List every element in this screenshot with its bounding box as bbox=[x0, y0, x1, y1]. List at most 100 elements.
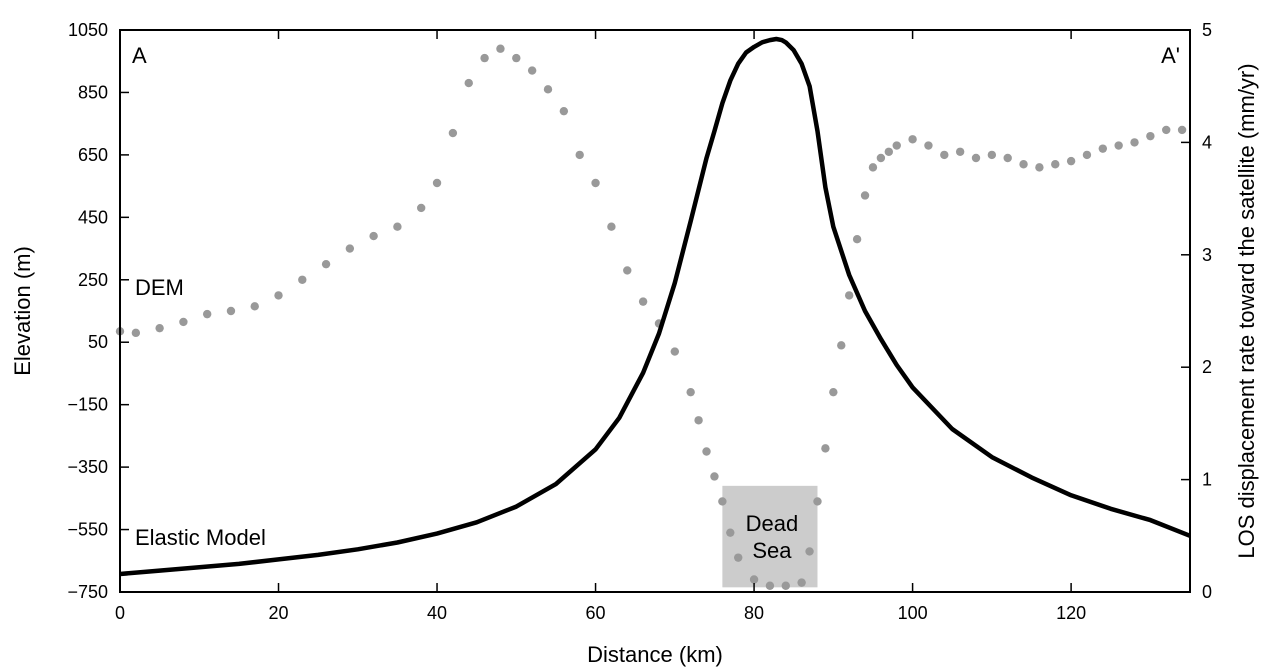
dem-point bbox=[749, 575, 759, 584]
dem-point bbox=[393, 222, 402, 231]
dem-point bbox=[1003, 153, 1012, 163]
elastic-model-label: Elastic Model bbox=[135, 525, 266, 550]
dem-point bbox=[955, 147, 965, 156]
dead-sea-area bbox=[722, 485, 818, 588]
x-axis-title: Distance (km) bbox=[587, 642, 723, 667]
dem-point bbox=[868, 163, 878, 172]
dem-point bbox=[852, 234, 862, 244]
dead-sea-label-line2: Sea bbox=[752, 538, 792, 563]
dem-point bbox=[575, 150, 584, 160]
dem-point bbox=[623, 266, 632, 275]
dem-point bbox=[448, 128, 458, 138]
dem-point bbox=[813, 497, 822, 506]
left-y-tick-label: 850 bbox=[78, 82, 108, 102]
right-y-tick-label: 2 bbox=[1202, 357, 1212, 377]
left-y-tick-label: 650 bbox=[78, 145, 108, 165]
dem-point bbox=[638, 297, 648, 306]
left-y-tick-label: −150 bbox=[67, 395, 108, 415]
left-y-tick-label: 50 bbox=[88, 332, 108, 352]
dem-point bbox=[987, 150, 997, 160]
dem-point bbox=[369, 231, 378, 241]
dem-point bbox=[416, 203, 426, 213]
plot-frame bbox=[119, 29, 1191, 593]
dem-point bbox=[876, 153, 886, 163]
dem-point bbox=[924, 141, 933, 150]
dem-point bbox=[694, 416, 703, 425]
dem-point bbox=[971, 153, 981, 163]
left-y-tick-label: 250 bbox=[78, 270, 108, 290]
dead-sea-label-line1: Dead bbox=[746, 511, 799, 536]
dem-point bbox=[432, 178, 442, 188]
dem-point bbox=[226, 306, 236, 316]
dem-point bbox=[480, 53, 489, 63]
dem-point bbox=[345, 244, 355, 253]
right-y-tick-label: 0 bbox=[1202, 582, 1212, 602]
dem-point bbox=[591, 178, 600, 188]
right-y-axis-title: LOS displacement rate toward the satelli… bbox=[1234, 63, 1259, 558]
dem-point bbox=[607, 222, 616, 231]
right-y-tick-label: 5 bbox=[1202, 20, 1212, 40]
dem-point bbox=[1162, 125, 1171, 135]
dem-point bbox=[884, 147, 894, 156]
dem-point bbox=[1019, 160, 1028, 169]
left-y-tick-label: −750 bbox=[67, 582, 108, 602]
right-y-tick-label: 3 bbox=[1202, 245, 1212, 265]
dem-point bbox=[670, 347, 680, 356]
left-y-tick-label: −350 bbox=[67, 457, 108, 477]
dem-point bbox=[829, 387, 838, 397]
x-tick-label: 0 bbox=[115, 603, 125, 623]
left-y-tick-label: 450 bbox=[78, 207, 108, 227]
dem-point bbox=[781, 581, 790, 590]
dem-point bbox=[844, 291, 854, 300]
dem-point bbox=[710, 472, 719, 481]
left-y-axis-ticks: −750 −550 −350 −150 50 250 450 650 850 1050 bbox=[67, 20, 129, 602]
dem-point bbox=[1114, 141, 1123, 150]
dem-label: DEM bbox=[135, 275, 184, 300]
dem-point bbox=[298, 275, 307, 284]
elastic-model-line bbox=[119, 36, 1191, 577]
dem-point bbox=[559, 106, 569, 116]
right-y-tick-label: 4 bbox=[1202, 132, 1212, 152]
dem-point bbox=[797, 578, 806, 587]
profile-end-label: A' bbox=[1161, 43, 1180, 68]
dem-point bbox=[726, 528, 735, 537]
dem-point bbox=[1066, 156, 1076, 166]
dem-point bbox=[837, 341, 846, 350]
dem-point bbox=[718, 497, 727, 506]
dem-point bbox=[1035, 163, 1044, 172]
x-tick-label: 120 bbox=[1056, 603, 1086, 623]
dem-point bbox=[496, 44, 505, 53]
dem-point bbox=[765, 581, 775, 590]
dem-point bbox=[1177, 125, 1187, 135]
dem-point bbox=[1130, 138, 1139, 147]
dem-point bbox=[1098, 144, 1108, 153]
left-y-tick-label: 1050 bbox=[68, 20, 108, 40]
left-y-axis-title: Elevation (m) bbox=[10, 246, 35, 376]
profile-start-label: A bbox=[132, 43, 147, 68]
dem-point bbox=[527, 66, 537, 75]
dem-point bbox=[274, 291, 283, 300]
x-axis-ticks: 0 20 40 60 80 100 120 bbox=[115, 30, 1086, 623]
dem-point bbox=[250, 302, 259, 311]
dem-point bbox=[155, 323, 164, 333]
x-tick-label: 20 bbox=[269, 603, 289, 623]
dem-point bbox=[543, 85, 553, 94]
dem-point bbox=[702, 447, 711, 456]
x-tick-label: 60 bbox=[586, 603, 606, 623]
dem-point bbox=[1146, 131, 1155, 141]
dem-point bbox=[512, 53, 521, 63]
right-y-tick-label: 1 bbox=[1202, 470, 1212, 490]
dem-point bbox=[821, 444, 830, 453]
right-y-axis-ticks: 0 1 2 3 4 5 bbox=[1181, 20, 1212, 602]
dem-point bbox=[860, 191, 870, 200]
dem-point bbox=[202, 309, 212, 319]
dem-point bbox=[131, 328, 141, 338]
dem-point bbox=[908, 135, 917, 144]
dead-sea-region: Dead Sea bbox=[722, 485, 818, 588]
dem-point bbox=[1051, 160, 1060, 169]
x-tick-label: 40 bbox=[427, 603, 447, 623]
dem-point bbox=[940, 150, 949, 160]
x-tick-label: 80 bbox=[744, 603, 764, 623]
left-y-tick-label: −550 bbox=[67, 520, 108, 540]
